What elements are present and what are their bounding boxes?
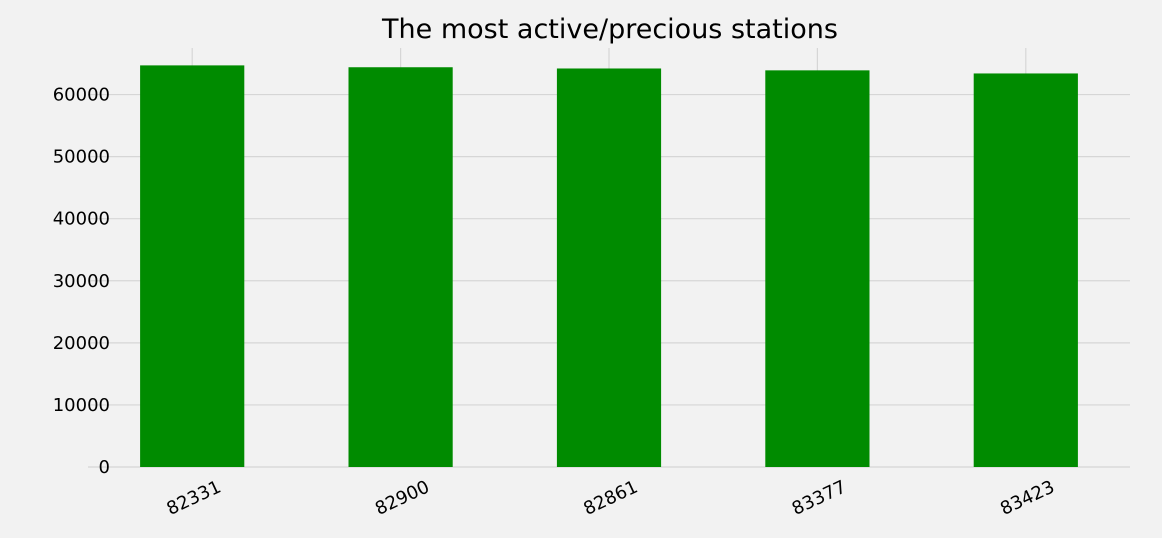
- bar-82900: [348, 67, 453, 467]
- y-tick-label: 50000: [53, 147, 110, 168]
- y-axis: 0 10000 20000 30000 40000 50000 60000: [53, 85, 110, 478]
- x-tick-label: 82331: [164, 476, 225, 519]
- bar-83423: [973, 73, 1078, 467]
- x-tick-label: 83423: [997, 476, 1058, 519]
- y-tick-label: 40000: [53, 209, 110, 230]
- y-tick-label: 20000: [53, 333, 110, 354]
- chart-title: The most active/precious stations: [381, 14, 838, 45]
- bar-82331: [140, 65, 245, 467]
- y-tick-label: 60000: [53, 85, 110, 106]
- x-tick-label: 83377: [789, 476, 850, 519]
- y-tick-label: 0: [99, 457, 110, 478]
- bar-82861: [556, 68, 662, 468]
- bar-83377: [765, 70, 870, 467]
- bars-layer: [140, 65, 1078, 468]
- x-axis: 82331 82900 82861 83377 83423: [164, 476, 1058, 519]
- y-tick-label: 10000: [53, 395, 110, 416]
- x-tick-label: 82900: [372, 476, 433, 519]
- x-tick-label: 82861: [580, 476, 641, 519]
- y-tick-label: 30000: [53, 271, 110, 292]
